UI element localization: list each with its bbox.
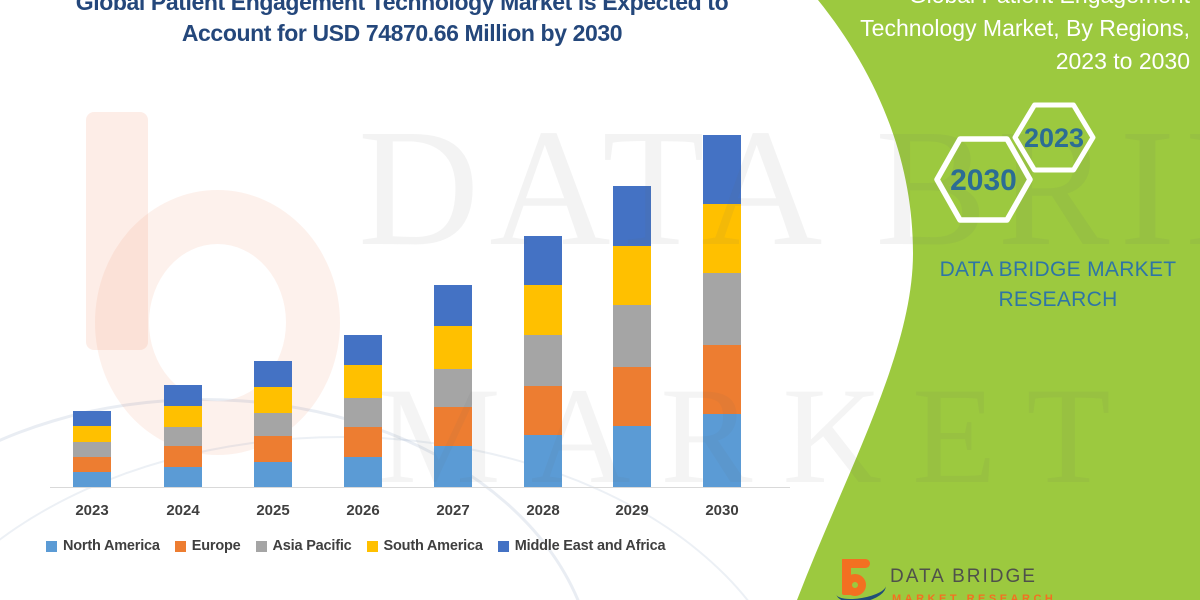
segment-asia-pacific-2029 [613,304,651,367]
segment-south-america-2027 [434,326,472,369]
legend-swatch-north-america [46,540,57,552]
segment-north-america-2028 [524,434,562,487]
segment-south-america-2029 [613,246,651,305]
panel-heading: Global Patient Engagement Technology Mar… [850,0,1190,78]
segment-middle-east-and-africa-2023 [73,410,111,427]
legend-item-europe: Europe [174,538,241,554]
bar-2028 [524,235,562,487]
legend-label: Europe [191,538,241,554]
data-bridge-logo: DATA BRIDGE MARKET RESEARCH [834,556,1096,600]
brand-text-line2: RESEARCH [998,288,1118,311]
segment-europe-2026 [344,426,382,458]
segment-middle-east-and-africa-2026 [344,335,382,365]
segment-europe-2028 [524,386,562,435]
bar-2030 [703,134,741,487]
chart-legend: North America Europe Asia Pacific South Ame… [46,538,666,554]
x-axis-label-2030: 2030 [705,502,739,519]
x-axis-label-2029: 2029 [615,502,649,519]
segment-europe-2029 [613,366,651,426]
segment-south-america-2026 [344,364,382,399]
brand-text-line1: DATA BRIDGE MARKET [939,258,1177,281]
legend-swatch-europe [174,540,186,552]
hexagon-2023-outline [1012,102,1096,173]
panel-heading-line2: Technology Market, By Regions, [860,15,1190,41]
legend-item-south-america: South America [366,538,483,554]
segment-europe-2023 [73,456,111,472]
segment-south-america-2030 [703,203,741,274]
segment-asia-pacific-2027 [434,368,472,408]
bar-2025 [254,361,292,487]
x-axis-label-2024: 2024 [166,502,200,519]
segment-middle-east-and-africa-2029 [613,185,651,247]
segment-north-america-2023 [73,471,111,487]
x-axis-label-2026: 2026 [346,502,380,519]
bar-2023 [73,410,111,487]
x-axis-label-2025: 2025 [256,502,290,519]
green-panel-shape [797,0,1200,600]
segment-north-america-2025 [254,462,292,487]
segment-middle-east-and-africa-2030 [703,134,741,204]
panel-heading-line1: Global Patient Engagement [850,0,1190,12]
x-axis-label-2023: 2023 [75,502,109,519]
segment-middle-east-and-africa-2024 [164,384,202,407]
segment-north-america-2026 [344,457,382,487]
segment-north-america-2029 [613,425,651,487]
brand-text: DATA BRIDGE MARKET RESEARCH [938,255,1178,315]
hexagon-2030-label: 2030 [950,164,1017,197]
segment-south-america-2024 [164,406,202,428]
bar-2026 [344,335,382,487]
legend-swatch-south-america [366,540,378,552]
segment-asia-pacific-2023 [73,441,111,457]
panel-heading-line3: 2023 to 2030 [1055,48,1190,74]
segment-north-america-2030 [703,414,741,487]
segment-south-america-2025 [254,387,292,414]
year-hexagons: 2030 2023 [934,102,1096,223]
segment-middle-east-and-africa-2027 [434,285,472,327]
legend-item-asia-pacific: Asia Pacific [255,538,352,554]
bar-2024 [164,384,202,487]
logo-subtext: MARKET RESEARCH [892,593,1057,600]
legend-label: North America [63,538,160,554]
chart-title-line1: Global Patient Engagement Technology Mar… [75,0,729,15]
segment-europe-2024 [164,445,202,467]
segment-south-america-2028 [524,284,562,335]
segment-asia-pacific-2030 [703,273,741,345]
legend-label: Middle East and Africa [514,538,666,554]
x-axis-label-2027: 2027 [436,502,470,519]
legend-item-middle-east-and-africa: Middle East and Africa [497,538,666,554]
logo-name: DATA BRIDGE [890,566,1037,587]
segment-north-america-2024 [164,467,202,487]
x-axis-label-2028: 2028 [526,502,560,519]
segment-asia-pacific-2024 [164,427,202,446]
bar-2029 [613,185,651,487]
segment-europe-2027 [434,407,472,446]
segment-europe-2030 [703,345,741,414]
legend-label: South America [383,538,483,554]
logo-b-icon [842,559,870,568]
legend-item-north-america: North America [46,538,160,554]
segment-south-america-2023 [73,426,111,442]
segment-europe-2025 [254,436,292,462]
legend-swatch-middle-east-and-africa [497,540,509,552]
segment-asia-pacific-2028 [524,334,562,387]
segment-middle-east-and-africa-2028 [524,235,562,285]
segment-asia-pacific-2025 [254,413,292,437]
segment-middle-east-and-africa-2025 [254,361,292,388]
bar-2027 [434,285,472,487]
hexagon-2030-outline [934,136,1033,223]
segment-north-america-2027 [434,445,472,487]
hexagon-2023-label: 2023 [1024,123,1084,153]
chart-title: Global Patient Engagement Technology Mar… [28,0,776,49]
logo-b-icon [844,574,866,596]
segment-asia-pacific-2026 [344,398,382,427]
legend-swatch-asia-pacific [255,540,267,552]
x-axis-line [50,487,790,488]
legend-label: Asia Pacific [272,538,352,554]
chart-title-line2: Account for USD 74870.66 Million by 2030 [181,20,623,46]
